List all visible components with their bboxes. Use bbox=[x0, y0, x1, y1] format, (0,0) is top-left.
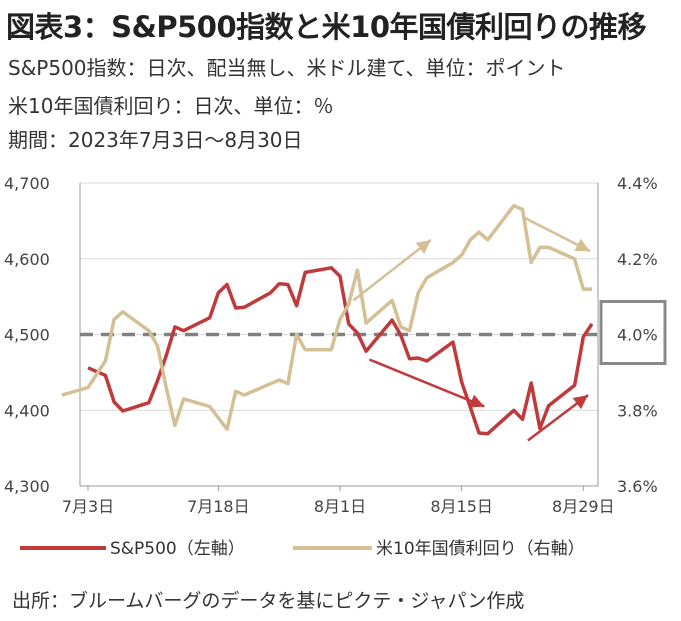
subtitle-sp500-spec: S&P500指数：日次、配当無し、米ドル建て、単位：ポイント bbox=[8, 56, 566, 80]
tick-labels: 4,300 4,400 4,500 4,600 4,700 3.6% 3.8% 4.0% 4.2… bbox=[4, 174, 658, 516]
highlight-box-4pct bbox=[599, 300, 667, 365]
source-note: 出所：ブルームバーグのデータを基にピクテ・ジャパン作成 bbox=[12, 590, 525, 612]
right-tick-label: 4.4% bbox=[617, 174, 658, 193]
arrow-yield-up-shaft bbox=[352, 238, 432, 302]
right-tick-label: 3.8% bbox=[617, 401, 658, 420]
right-tick-label: 4.0% bbox=[617, 326, 658, 345]
left-tick-label: 4,500 bbox=[4, 326, 50, 345]
subtitle-yield-spec: 米10年国債利回り：日次、単位：％ bbox=[8, 94, 334, 118]
chart-area: 4,300 4,400 4,500 4,600 4,700 3.6% 3.8% 4.0% 4.2… bbox=[4, 174, 667, 559]
axes bbox=[79, 183, 599, 491]
annotation-arrows bbox=[352, 215, 667, 442]
subtitle-period: 期間：2023年7月3日～8月30日 bbox=[8, 128, 303, 152]
sp500-line bbox=[87, 266, 594, 436]
x-tick-label: 8月29日 bbox=[552, 497, 615, 516]
x-tick-label: 7月3日 bbox=[62, 497, 114, 516]
chart-title: 図表3：S&P500指数と米10年国債利回りの推移 bbox=[6, 10, 647, 44]
legend-label-yield: 米10年国債利回り（右軸） bbox=[376, 539, 585, 559]
arrow-sp500-up-head bbox=[572, 395, 588, 410]
left-tick-label: 4,300 bbox=[4, 477, 50, 496]
left-tick-label: 4,700 bbox=[4, 174, 50, 193]
legend-label-sp500: S&P500（左軸） bbox=[110, 539, 245, 559]
x-tick-label: 8月15日 bbox=[430, 497, 493, 516]
arrow-yield-down-head bbox=[574, 238, 590, 252]
yield-line bbox=[61, 203, 592, 431]
x-tick-label: 8月1日 bbox=[314, 497, 366, 516]
left-tick-label: 4,400 bbox=[4, 401, 50, 420]
right-tick-label: 3.6% bbox=[617, 477, 658, 496]
series-lines bbox=[61, 203, 598, 436]
arrow-yield-up-head bbox=[415, 239, 431, 254]
right-tick-label: 4.2% bbox=[617, 250, 658, 269]
arrow-sp500-down-head bbox=[468, 394, 485, 408]
left-tick-label: 4,600 bbox=[4, 250, 50, 269]
x-tick-label: 7月18日 bbox=[187, 497, 250, 516]
legend: S&P500（左軸） 米10年国債利回り（右軸） bbox=[20, 539, 585, 559]
arrow-sp500-down-shaft bbox=[368, 358, 485, 408]
